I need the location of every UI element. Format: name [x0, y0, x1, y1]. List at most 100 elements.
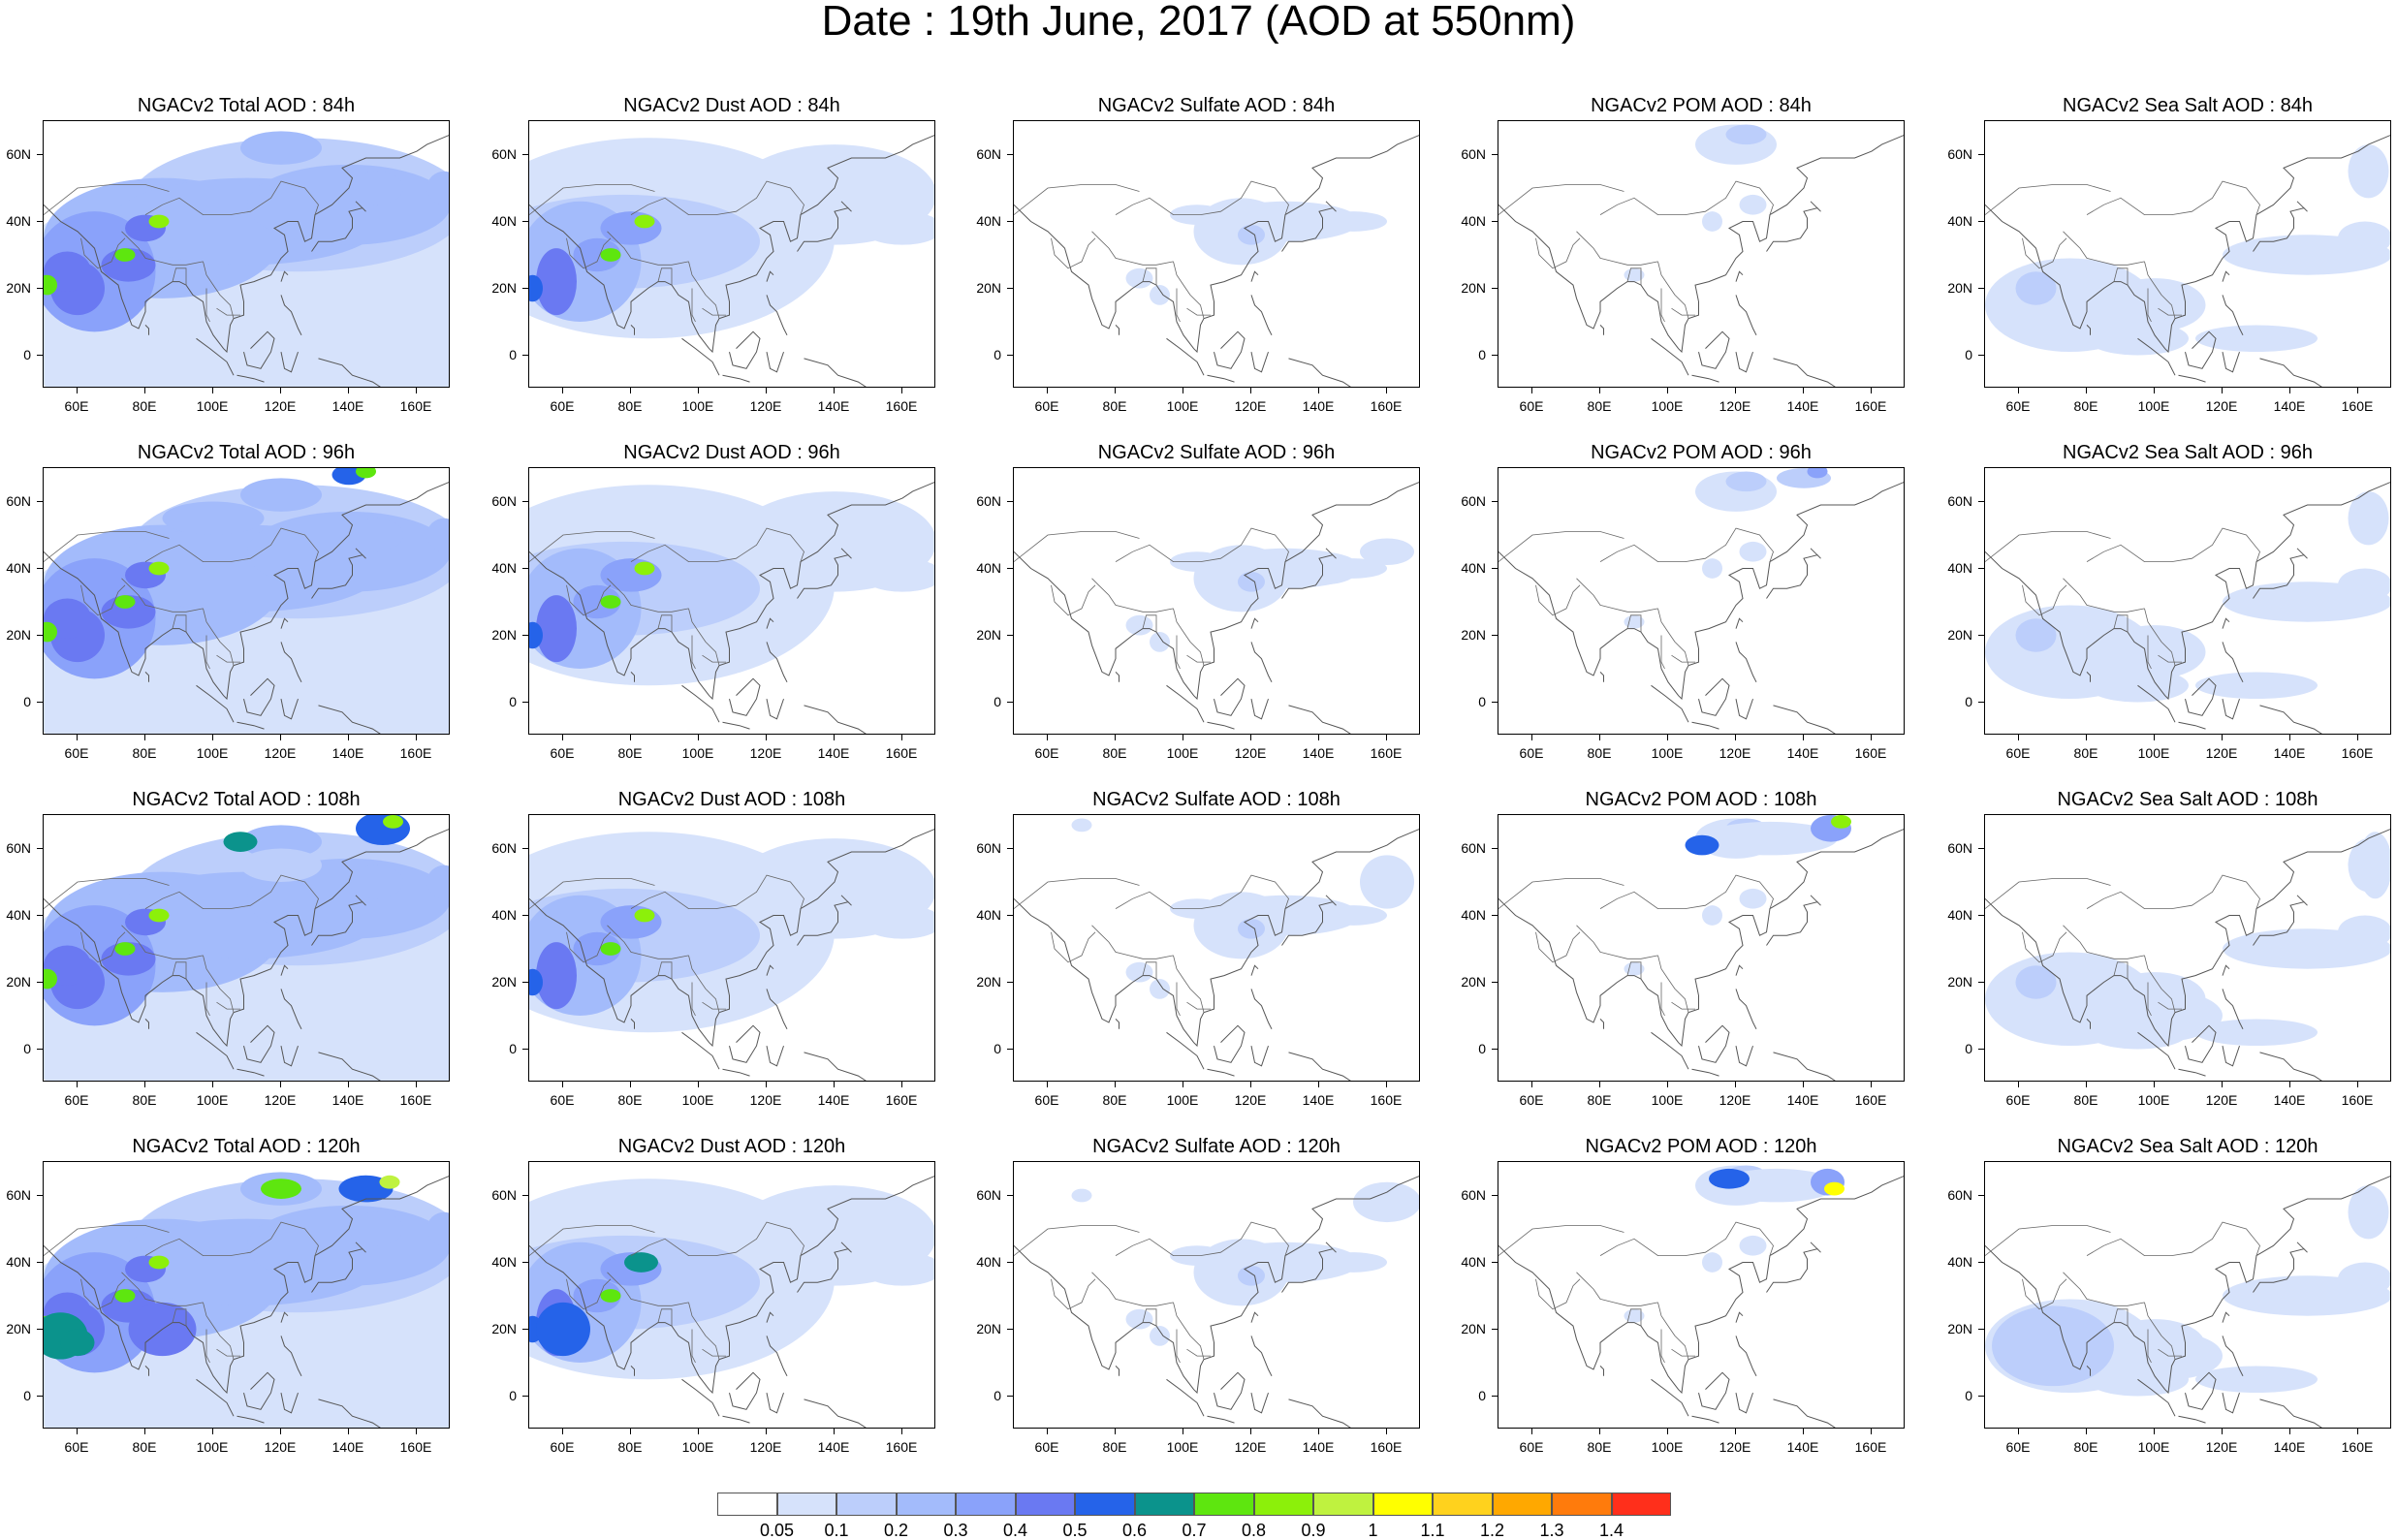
country-border [1173, 608, 1205, 666]
y-tick-label: 0 [993, 1040, 1001, 1056]
country-border [1626, 267, 1642, 286]
y-tick [37, 567, 43, 569]
x-tick-label: 140E [1302, 398, 1335, 414]
coastline [766, 1311, 774, 1323]
country-border [144, 1221, 319, 1256]
x-tick [77, 735, 78, 740]
country-border [688, 955, 720, 1013]
panel-title: NGACv2 Sea Salt AOD : 120h [2057, 1136, 2318, 1157]
aod-field-area [2338, 1262, 2390, 1296]
aod-map [44, 131, 449, 387]
country-border [1142, 1308, 1157, 1327]
aod-field-area [1702, 905, 1722, 926]
country-border [657, 267, 673, 286]
coastline [1735, 642, 1757, 683]
colorbar-label: 0.9 [1301, 1521, 1326, 1540]
country-border [2158, 307, 2182, 316]
aod-field-area [1125, 614, 1153, 636]
country-border [1535, 1278, 1581, 1310]
y-tick [1978, 701, 1984, 703]
aod-field-area [2358, 832, 2390, 899]
y-tick [1007, 981, 1013, 983]
coastline [1214, 1371, 1246, 1410]
x-tick [630, 1429, 631, 1434]
coastline [1281, 1241, 1337, 1293]
country-border [144, 180, 319, 215]
x-tick-label: 140E [2273, 745, 2306, 761]
x-tick [1386, 388, 1387, 393]
map-frame [1984, 1161, 2391, 1429]
x-tick [698, 388, 699, 393]
x-tick-label: 160E [2341, 745, 2374, 761]
y-tick-label: 40N [1947, 1253, 1972, 1270]
coastline [1250, 617, 1259, 629]
country-border [1173, 955, 1205, 1013]
y-tick-label: 40N [1947, 212, 1972, 229]
aod-field-area [600, 211, 662, 245]
x-tick [416, 1082, 417, 1087]
y-tick-label: 0 [509, 1040, 517, 1056]
aod-field-area [247, 164, 449, 245]
coastline [630, 325, 635, 335]
country-border [1091, 1272, 1174, 1306]
coastline [318, 1052, 381, 1081]
coastline [1115, 1366, 1120, 1376]
map-frame [1498, 120, 1905, 388]
coastline [1014, 135, 1419, 354]
coastline [2222, 964, 2230, 976]
x-tick [1115, 1429, 1116, 1434]
coastline [1766, 548, 1821, 599]
country-border [1599, 1221, 1774, 1256]
coastline [529, 1176, 934, 1395]
x-tick [1871, 735, 1872, 740]
x-tick [901, 388, 902, 393]
x-tick-label: 100E [681, 1092, 714, 1108]
x-tick-label: 160E [885, 1092, 918, 1108]
aod-field-area [426, 1211, 449, 1246]
y-tick-label: 60N [1461, 839, 1486, 856]
coastline [2185, 1024, 2217, 1063]
coastline [2178, 1068, 2206, 1077]
country-border [691, 288, 696, 323]
panel-title: NGACv2 Total AOD : 96h [137, 442, 356, 463]
x-tick [901, 735, 902, 740]
country-border [1498, 531, 1624, 562]
aod-field-area [2348, 491, 2389, 546]
country-border [702, 1348, 726, 1357]
coastline [1766, 1241, 1821, 1293]
country-border [2022, 584, 2067, 616]
coastline [1207, 721, 1235, 730]
country-border [1657, 1302, 1689, 1360]
coastline [630, 1019, 635, 1029]
y-tick [1492, 701, 1498, 703]
country-border [1660, 1329, 1665, 1364]
coastline [1698, 1024, 1730, 1063]
x-tick [144, 1429, 145, 1434]
map-frame [1984, 814, 2391, 1082]
country-border [1142, 961, 1157, 980]
coastline [797, 548, 852, 599]
country-border [1176, 1329, 1181, 1364]
aod-field-area [426, 864, 449, 899]
coastline [1498, 135, 1904, 354]
y-tick-label: 40N [1947, 906, 1972, 923]
x-tick-label: 80E [132, 398, 157, 414]
country-border [1660, 288, 1665, 323]
x-tick-label: 100E [1166, 1439, 1199, 1455]
y-tick [1978, 1328, 1984, 1330]
panel-title: NGACv2 POM AOD : 96h [1591, 442, 1812, 463]
map-frame [1984, 467, 2391, 735]
aod-map [1014, 482, 1419, 734]
aod-field-area [2015, 271, 2057, 305]
y-tick-label: 20N [491, 973, 517, 990]
coastline [1773, 705, 1836, 734]
coastline [2222, 1336, 2244, 1377]
aod-field-area [1992, 1305, 2114, 1387]
coastline [2185, 1371, 2217, 1410]
map-frame [43, 467, 450, 735]
country-border [1599, 874, 1774, 909]
y-tick-label: 40N [976, 1253, 1001, 1270]
x-tick-label: 160E [1370, 745, 1403, 761]
x-tick-label: 140E [331, 398, 364, 414]
coastline [2259, 1399, 2322, 1428]
